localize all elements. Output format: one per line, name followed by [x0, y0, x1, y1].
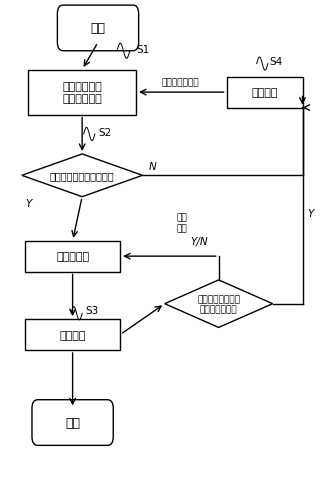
Text: 医院终端: 医院终端	[59, 330, 86, 340]
Polygon shape	[22, 155, 142, 197]
Text: S3: S3	[85, 306, 99, 315]
Bar	[25, 241, 120, 272]
Bar	[25, 320, 120, 350]
Text: 治疗信息存储与网络传输: 治疗信息存储与网络传输	[50, 171, 114, 181]
Text: S4: S4	[269, 57, 283, 66]
Text: 视刺训练与多
光谱结合治疡: 视刺训练与多 光谱结合治疡	[62, 82, 102, 104]
Text: Y: Y	[307, 208, 314, 218]
Text: S1: S1	[136, 45, 149, 55]
Text: 获取
信息: 获取 信息	[177, 213, 188, 232]
Text: 家长终端: 家长终端	[251, 88, 278, 98]
Text: 诊断建议与技术指
导、紧急情况？: 诊断建议与技术指 导、紧急情况？	[197, 294, 240, 314]
Text: 云端服务器: 云端服务器	[56, 252, 89, 262]
Text: S2: S2	[98, 128, 111, 138]
Text: 结束: 结束	[65, 416, 80, 429]
Text: 家长指导与监督: 家长指导与监督	[162, 78, 199, 87]
Text: Y: Y	[25, 199, 31, 209]
Text: 开始: 开始	[90, 23, 106, 36]
Polygon shape	[165, 280, 273, 328]
Text: N: N	[149, 162, 157, 172]
Text: Y/N: Y/N	[190, 237, 208, 247]
Bar	[28, 71, 136, 116]
Bar	[226, 77, 303, 108]
FancyBboxPatch shape	[57, 6, 139, 52]
FancyBboxPatch shape	[32, 400, 113, 445]
